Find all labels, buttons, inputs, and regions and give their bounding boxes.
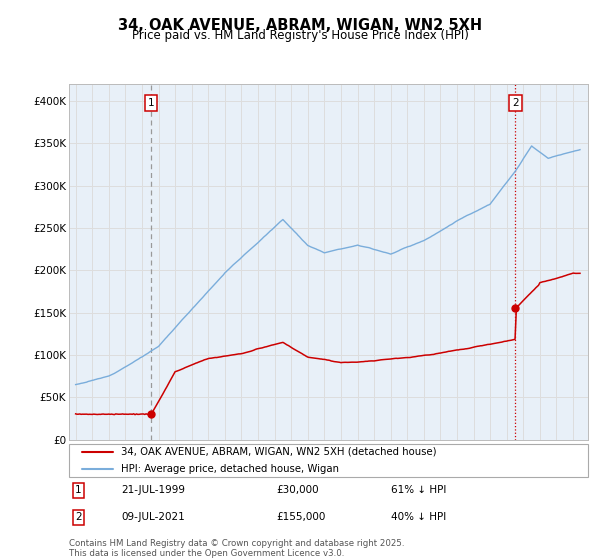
Text: 61% ↓ HPI: 61% ↓ HPI [391,486,446,496]
Text: 09-JUL-2021: 09-JUL-2021 [121,512,185,522]
Text: 2: 2 [75,512,82,522]
Text: £30,000: £30,000 [277,486,319,496]
Text: 2: 2 [512,97,518,108]
Text: 34, OAK AVENUE, ABRAM, WIGAN, WN2 5XH (detached house): 34, OAK AVENUE, ABRAM, WIGAN, WN2 5XH (d… [121,447,437,457]
Text: £155,000: £155,000 [277,512,326,522]
Text: 40% ↓ HPI: 40% ↓ HPI [391,512,446,522]
Text: Price paid vs. HM Land Registry's House Price Index (HPI): Price paid vs. HM Land Registry's House … [131,29,469,42]
Text: 1: 1 [75,486,82,496]
Text: HPI: Average price, detached house, Wigan: HPI: Average price, detached house, Wiga… [121,464,339,474]
Text: Contains HM Land Registry data © Crown copyright and database right 2025.
This d: Contains HM Land Registry data © Crown c… [69,539,404,558]
Text: 1: 1 [148,97,154,108]
Text: 21-JUL-1999: 21-JUL-1999 [121,486,185,496]
Text: 34, OAK AVENUE, ABRAM, WIGAN, WN2 5XH: 34, OAK AVENUE, ABRAM, WIGAN, WN2 5XH [118,18,482,33]
